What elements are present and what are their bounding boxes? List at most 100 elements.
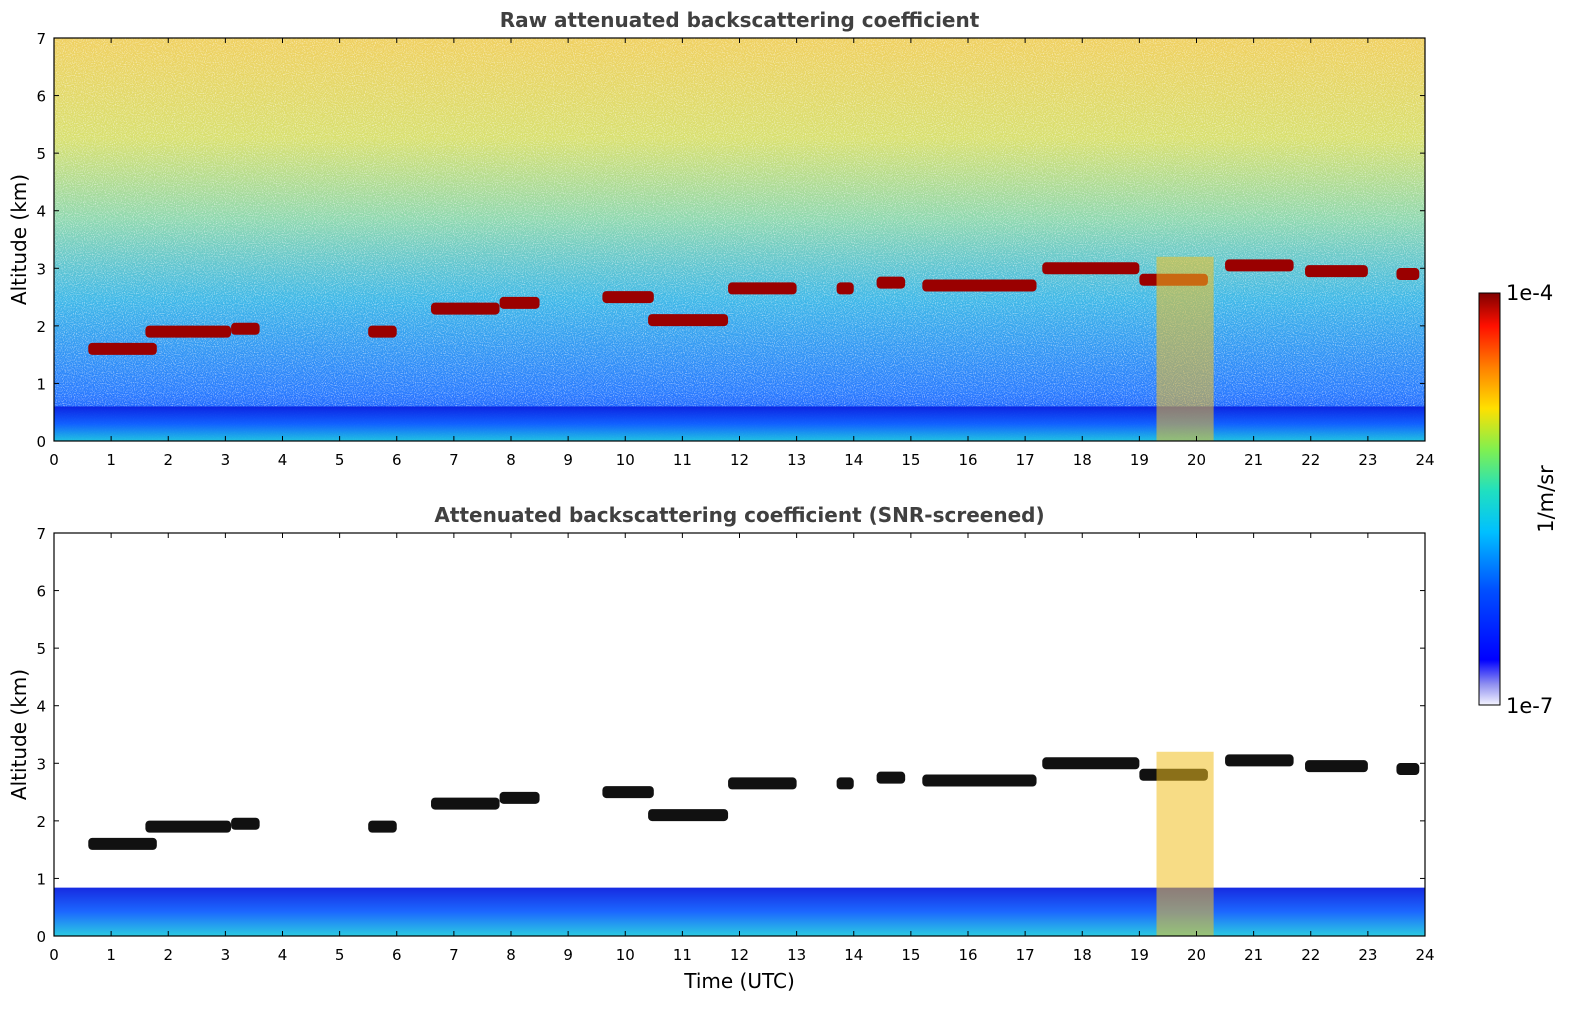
x-tick-label: 6 — [392, 451, 402, 469]
y-tick-label: 0 — [36, 928, 46, 946]
x-tick-label: 20 — [1187, 946, 1206, 964]
x-tick-label: 1 — [106, 451, 116, 469]
x-tick-label: 21 — [1244, 946, 1263, 964]
x-tick-label: 5 — [335, 451, 345, 469]
cloud-layer — [1225, 259, 1294, 272]
boundary-layer — [54, 887, 1425, 936]
x-tick-label: 0 — [49, 451, 59, 469]
x-tick-label: 9 — [563, 451, 573, 469]
x-tick-label: 5 — [335, 946, 345, 964]
y-tick-label: 0 — [36, 433, 46, 451]
cloud-layer — [648, 314, 729, 327]
cloud-layer — [602, 786, 654, 799]
colorbar-min-label: 1e-7 — [1506, 694, 1553, 718]
panel-title: Raw attenuated backscattering coefficien… — [500, 8, 980, 32]
x-tick-label: 18 — [1073, 451, 1092, 469]
cloud-layer — [1396, 763, 1420, 776]
colorbar-unit-label: 1/m/sr — [1534, 465, 1558, 533]
x-tick-label: 12 — [730, 946, 749, 964]
x-tick-label: 21 — [1244, 451, 1263, 469]
x-tick-label: 14 — [844, 946, 863, 964]
x-tick-label: 4 — [278, 946, 288, 964]
x-tick-label: 10 — [616, 946, 635, 964]
cloud-layer — [836, 777, 854, 790]
x-tick-label: 3 — [221, 451, 231, 469]
screened-field — [54, 533, 1425, 936]
cloud-layer — [431, 797, 500, 810]
colorbar-max-label: 1e-4 — [1506, 281, 1553, 305]
y-tick-label: 6 — [36, 88, 46, 106]
x-tick-label: 15 — [901, 946, 920, 964]
x-tick-label: 15 — [901, 451, 920, 469]
cloud-layer — [88, 837, 157, 850]
x-tick-label: 6 — [392, 946, 402, 964]
y-tick-label: 2 — [36, 813, 46, 831]
y-axis-label: Altitude (km) — [7, 174, 31, 305]
cloud-layer — [1396, 268, 1420, 281]
x-tick-label: 11 — [673, 451, 692, 469]
x-tick-label: 24 — [1415, 451, 1434, 469]
y-tick-label: 3 — [36, 755, 46, 773]
x-tick-label: 0 — [49, 946, 59, 964]
y-tick-label: 5 — [36, 640, 46, 658]
cloud-layer — [499, 791, 540, 804]
y-tick-label: 4 — [36, 698, 46, 716]
panel-title: Attenuated backscattering coefficient (S… — [434, 503, 1044, 527]
cloud-layer — [648, 809, 729, 822]
x-tick-label: 22 — [1301, 946, 1320, 964]
x-tick-label: 2 — [163, 451, 173, 469]
x-tick-label: 10 — [616, 451, 635, 469]
cloud-layer — [145, 820, 232, 833]
cloud-layer — [499, 296, 540, 309]
cloud-layer — [88, 342, 157, 355]
x-tick-label: 8 — [506, 451, 516, 469]
colorbar-gradient — [1478, 292, 1501, 706]
cloud-layer — [1042, 262, 1140, 275]
cloud-layer — [1305, 265, 1368, 278]
cloud-layer — [1225, 754, 1294, 767]
y-tick-label: 1 — [36, 375, 46, 393]
y-tick-label: 3 — [36, 260, 46, 278]
x-tick-label: 16 — [958, 451, 977, 469]
boundary-layer — [54, 406, 1425, 441]
noise-texture — [54, 38, 1425, 441]
cloud-layer — [145, 325, 232, 338]
cloud-layer — [922, 279, 1037, 292]
x-tick-label: 1 — [106, 946, 116, 964]
precipitation-column — [1156, 751, 1214, 936]
y-axis-label: Altitude (km) — [7, 669, 31, 800]
cloud-layer — [876, 276, 906, 289]
cloud-layer — [728, 282, 797, 295]
cloud-layer — [368, 325, 397, 338]
cloud-layer — [231, 322, 260, 335]
x-tick-label: 8 — [506, 946, 516, 964]
y-tick-label: 7 — [36, 525, 46, 543]
x-tick-label: 12 — [730, 451, 749, 469]
x-tick-label: 13 — [787, 946, 806, 964]
cloud-layer — [836, 282, 854, 295]
cloud-layer — [1305, 760, 1368, 773]
panel-2: 0 1 2 3 4 5 6 7 8 9 10 11 12 13 14 15 16 17 18 19 20 21 22 23 24… — [7, 503, 1435, 993]
colorbar: 1e-4 1e-7 1/m/sr — [1478, 281, 1558, 718]
cloud-layer — [876, 771, 906, 784]
x-tick-label: 9 — [563, 946, 573, 964]
y-tick-label: 2 — [36, 318, 46, 336]
x-tick-label: 22 — [1301, 451, 1320, 469]
x-axis-label: Time (UTC) — [683, 969, 795, 993]
x-tick-label: 24 — [1415, 946, 1434, 964]
cloud-layer — [728, 777, 797, 790]
x-tick-label: 17 — [1016, 451, 1035, 469]
y-tick-label: 4 — [36, 203, 46, 221]
x-tick-label: 7 — [449, 451, 459, 469]
y-tick-label: 1 — [36, 870, 46, 888]
x-tick-label: 19 — [1130, 946, 1149, 964]
cloud-layer — [231, 817, 260, 830]
cloud-layer — [1042, 757, 1140, 770]
cloud-layer — [602, 291, 654, 304]
x-tick-label: 23 — [1358, 946, 1377, 964]
x-tick-label: 14 — [844, 451, 863, 469]
x-tick-label: 13 — [787, 451, 806, 469]
cloud-layer — [368, 820, 397, 833]
precipitation-column — [1156, 256, 1214, 441]
cloud-layer — [922, 774, 1037, 787]
